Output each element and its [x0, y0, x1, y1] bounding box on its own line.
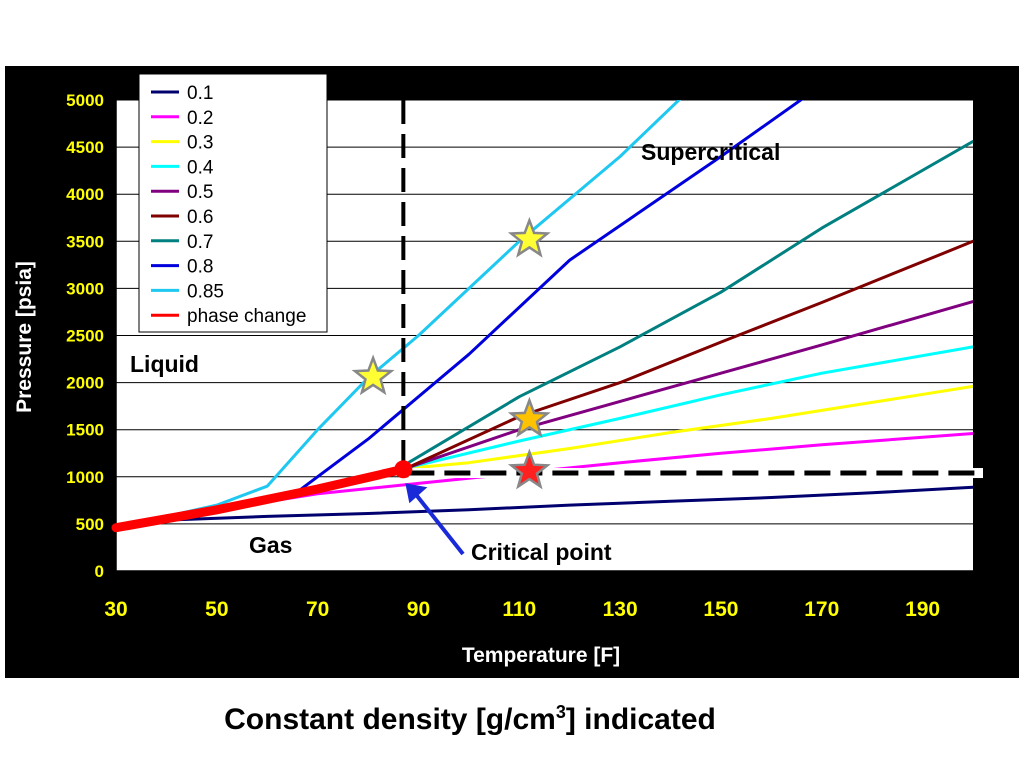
- y-tick-4500: 4500: [66, 138, 104, 157]
- y-tick-1500: 1500: [66, 421, 104, 440]
- star-marker-0: [351, 354, 395, 396]
- supercritical-label: Supercritical: [641, 139, 780, 165]
- dashed-boundaries: [401, 100, 983, 479]
- series-line-0: [116, 485, 973, 530]
- star-marker-1: [507, 216, 551, 258]
- x-tick-labels: 30 50 70 90 110 130 150 170 190: [104, 598, 940, 621]
- legend-label-3: 0.4: [187, 157, 214, 178]
- star-marker-2: [507, 396, 551, 438]
- legend-label-6: 0.7: [187, 232, 213, 253]
- caption-suffix: ] indicated: [565, 703, 716, 736]
- axes: [111, 99, 973, 576]
- series-line-6: [406, 139, 973, 465]
- x-tick-150: 150: [703, 598, 738, 621]
- arrow-shaft: [411, 490, 465, 556]
- legend-label-1: 0.2: [187, 108, 213, 129]
- series-line-9: [111, 464, 408, 533]
- legend-items: 0.1 0.2 0.3 0.4 0.5 0.6 0.7 0.8 0.85 phase change: [151, 83, 306, 327]
- series-line-3: [406, 345, 973, 469]
- legend-label-9: phase change: [187, 306, 306, 327]
- y-tick-500: 500: [76, 515, 104, 534]
- legend-box: [138, 73, 328, 333]
- y-tick-3000: 3000: [66, 279, 104, 298]
- y-tick-labels: 0 500 1000 1500 2000 2500 3000 3500 4000 4500 5000: [66, 91, 104, 581]
- caption-superscript: 3: [555, 702, 566, 722]
- phase-change-line: [111, 460, 413, 533]
- y-tick-1000: 1000: [66, 468, 104, 487]
- x-tick-30: 30: [104, 598, 127, 621]
- critical-point-dot: [394, 460, 413, 479]
- series-line-2: [406, 384, 973, 470]
- series-line-5: [406, 239, 973, 469]
- x-axis-title: Temperature [F]: [462, 644, 620, 667]
- arrow-head: [405, 483, 428, 504]
- chart-panel: 0 500 1000 1500 2000 2500 3000 3500 4000 4500 5000…: [5, 66, 1019, 678]
- y-tick-4000: 4000: [66, 185, 104, 204]
- x-tick-70: 70: [306, 598, 329, 621]
- x-tick-90: 90: [407, 598, 430, 621]
- legend-label-0: 0.1: [187, 83, 213, 104]
- critical-point-label: Critical point: [471, 539, 612, 565]
- caption-text: Constant density [g/cm: [224, 703, 556, 736]
- critical-point-arrow: [405, 483, 465, 556]
- caption: Constant density [g/cm3] indicated: [0, 702, 940, 737]
- x-tick-190: 190: [905, 598, 940, 621]
- liquid-label: Liquid: [130, 351, 199, 377]
- pressure-temperature-chart: 0 500 1000 1500 2000 2500 3000 3500 4000 4500 5000…: [13, 73, 983, 667]
- legend-label-4: 0.5: [187, 182, 213, 203]
- star-marker-3: [507, 448, 551, 490]
- x-tick-130: 130: [603, 598, 638, 621]
- x-tick-110: 110: [502, 598, 536, 621]
- legend: 0.1 0.2 0.3 0.4 0.5 0.6 0.7 0.8 0.85 phase change: [138, 73, 328, 333]
- y-axis-title: Pressure [psia]: [13, 261, 36, 413]
- y-tick-5000: 5000: [66, 91, 104, 110]
- series-line-4: [406, 300, 973, 469]
- x-tick-170: 170: [804, 598, 839, 621]
- y-tick-0: 0: [95, 562, 104, 581]
- legend-label-5: 0.6: [187, 207, 213, 228]
- gas-label: Gas: [249, 532, 292, 558]
- legend-label-8: 0.85: [187, 281, 224, 302]
- y-tick-3500: 3500: [66, 232, 104, 251]
- y-tick-2000: 2000: [66, 374, 104, 393]
- legend-label-2: 0.3: [187, 133, 213, 154]
- y-tick-2500: 2500: [66, 327, 104, 346]
- legend-label-7: 0.8: [187, 257, 213, 278]
- dashed-line-backing: [408, 468, 983, 479]
- star-markers: [351, 216, 551, 490]
- x-tick-50: 50: [205, 598, 228, 621]
